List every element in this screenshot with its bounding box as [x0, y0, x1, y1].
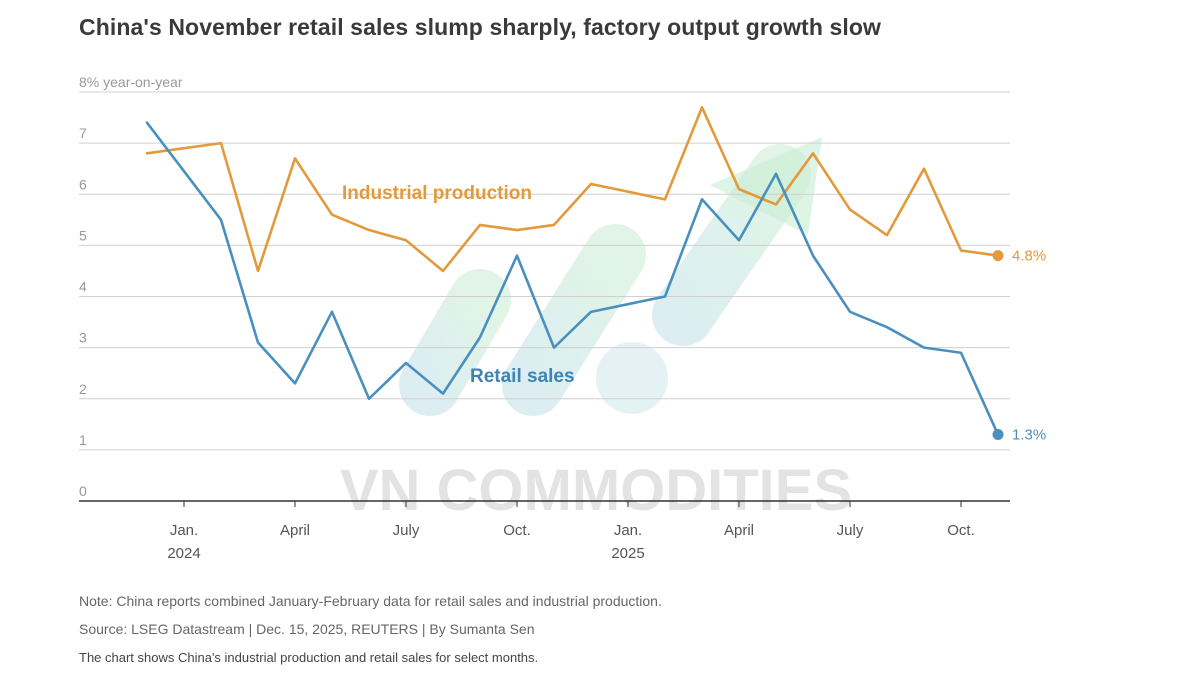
y-tick-label: 5 [79, 227, 87, 243]
y-tick-label: 1 [79, 432, 87, 448]
watermark-logo: VN COMMODITIES [340, 137, 852, 523]
series-end-marker-industrial [992, 250, 1004, 262]
x-tick-label: July [837, 522, 864, 539]
x-tick-label: April [724, 522, 754, 539]
series-line-industrial [145, 106, 1000, 273]
x-tick-label: Jan. [170, 522, 198, 539]
y-tick-label: 4 [79, 279, 87, 295]
series-label-retail: Retail sales [470, 366, 575, 387]
x-tick-label: Jan. [614, 522, 642, 539]
x-tick-year-label: 2024 [167, 545, 200, 562]
x-tick-year-label: 2025 [611, 545, 644, 562]
series-end-marker-retail [992, 429, 1004, 441]
watermark-text: VN COMMODITIES [340, 458, 852, 523]
y-tick-label: 3 [79, 330, 87, 346]
caption: The chart shows China's industrial produ… [79, 650, 539, 665]
x-tick-label: April [280, 522, 310, 539]
source: Source: LSEG Datastream | Dec. 15, 2025,… [79, 621, 535, 637]
x-tick-label: July [393, 522, 420, 539]
x-tick-label: Oct. [947, 522, 975, 539]
x-tick-label: Oct. [503, 522, 531, 539]
chart-title: China's November retail sales slump shar… [79, 14, 881, 40]
note: Note: China reports combined January-Feb… [79, 593, 662, 609]
series-end-label-industrial: 4.8% [1012, 248, 1046, 265]
y-tick-label: 6 [79, 176, 87, 192]
y-tick-label: 7 [79, 125, 87, 141]
series-end-label-retail: 1.3% [1012, 427, 1046, 444]
y-tick-label: 0 [79, 483, 87, 499]
series-line-retail [145, 121, 1000, 436]
series-label-industrial: Industrial production [342, 183, 532, 204]
y-tick-label: 8% year-on-year [79, 74, 183, 90]
y-tick-label: 2 [79, 381, 87, 397]
